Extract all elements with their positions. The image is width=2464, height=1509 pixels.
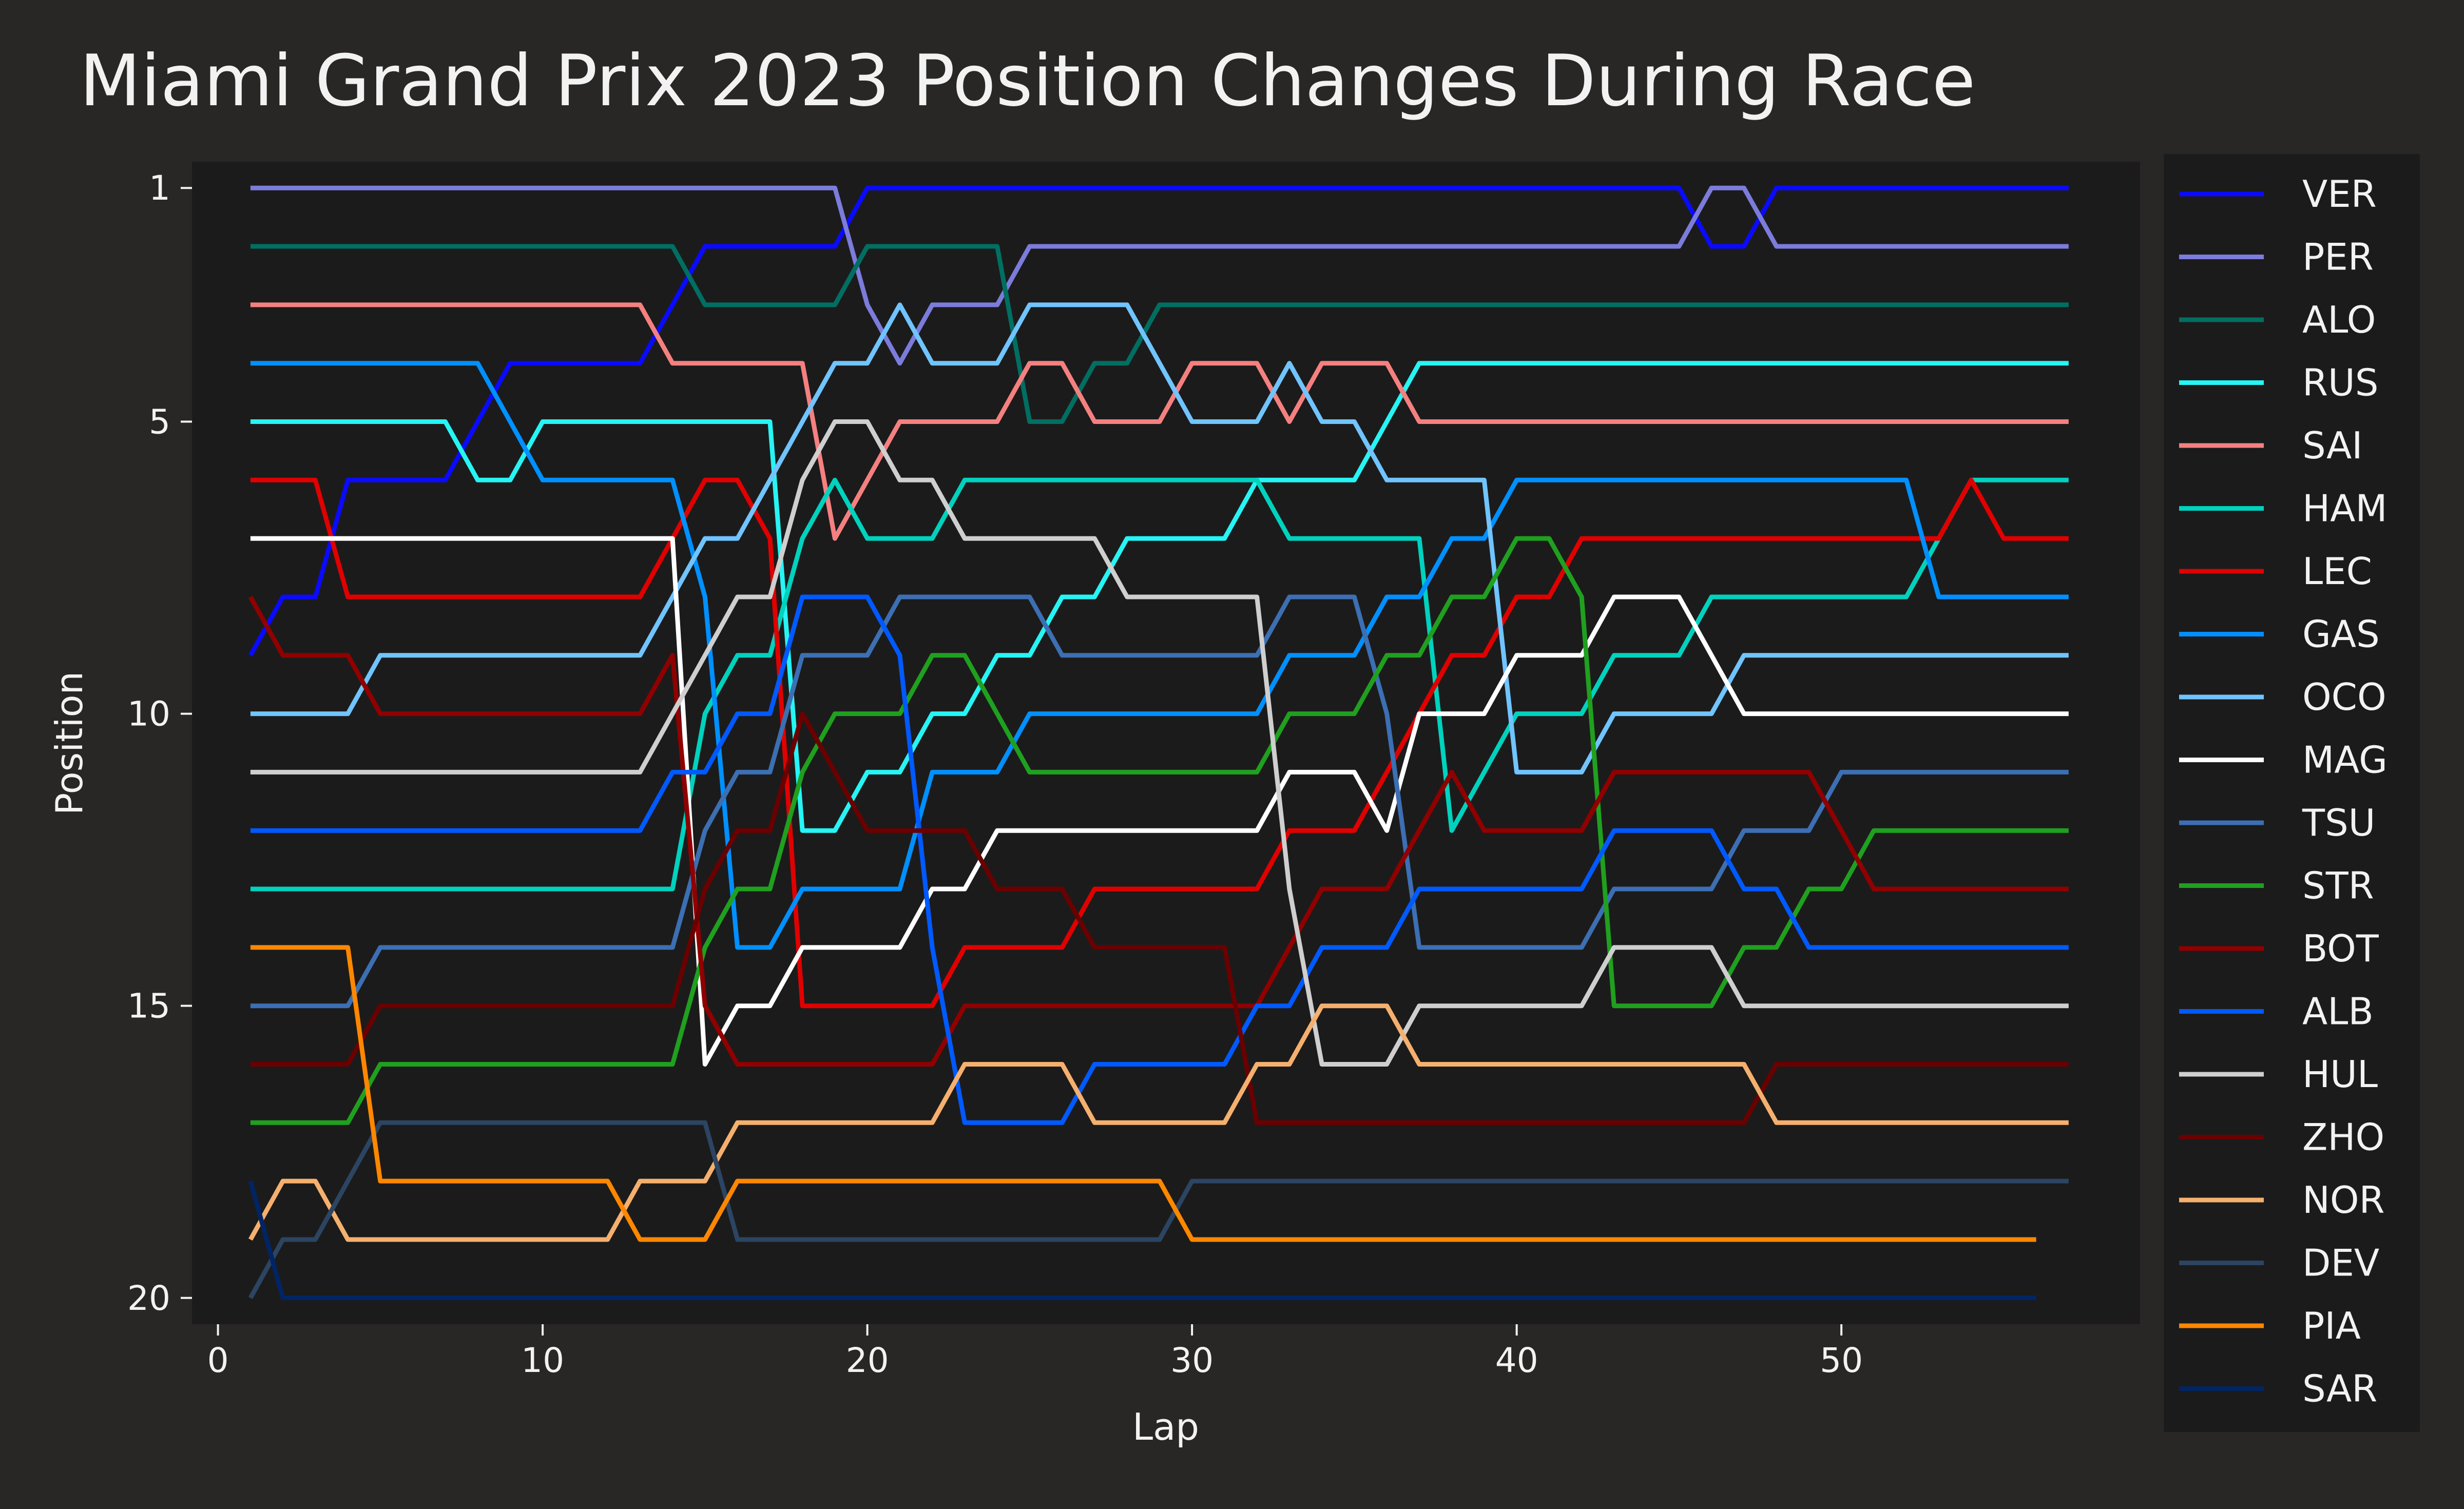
legend-label-str: STR bbox=[2302, 864, 2374, 907]
series-line-sar bbox=[248, 1180, 2036, 1301]
series-line-rus bbox=[250, 361, 2069, 833]
x-tick-label: 10 bbox=[521, 1341, 564, 1380]
series-line-hul bbox=[250, 419, 2069, 1067]
legend-label-rus: RUS bbox=[2302, 361, 2378, 404]
legend-label-zho: ZHO bbox=[2302, 1116, 2384, 1159]
legend-label-per: PER bbox=[2302, 236, 2374, 279]
series-line-tsu bbox=[250, 594, 2069, 1009]
series-line-zho bbox=[250, 711, 2069, 1125]
legend-label-alb: ALB bbox=[2302, 990, 2374, 1033]
legend: VER PER ALO RUS SAI HAM LEC GAS OCO MAG TSU STR BOT A… bbox=[2164, 154, 2420, 1432]
series-line-gas bbox=[250, 361, 2069, 950]
x-axis-label: Lap bbox=[1132, 1405, 1199, 1448]
y-tick-label: 15 bbox=[127, 986, 170, 1026]
plot-area bbox=[192, 162, 2140, 1324]
x-axis: 0 10 20 30 40 50 bbox=[207, 1324, 1863, 1380]
legend-label-oco: OCO bbox=[2302, 675, 2386, 719]
legend-label-sai: SAI bbox=[2302, 424, 2363, 467]
x-tick-label: 50 bbox=[1820, 1341, 1863, 1380]
legend-label-alo: ALO bbox=[2302, 298, 2376, 341]
legend-label-mag: MAG bbox=[2302, 739, 2388, 782]
y-tick-label: 10 bbox=[127, 694, 170, 734]
series-line-mag bbox=[250, 536, 2069, 1067]
series-layer bbox=[248, 185, 2069, 1301]
series-line-dev bbox=[248, 1120, 2069, 1299]
legend-label-ham: HAM bbox=[2302, 487, 2388, 530]
legend-box bbox=[2164, 154, 2420, 1432]
legend-label-nor: NOR bbox=[2302, 1178, 2385, 1222]
legend-label-ver: VER bbox=[2302, 172, 2377, 216]
legend-label-pia: PIA bbox=[2302, 1304, 2361, 1347]
y-axis-label: Position bbox=[48, 671, 91, 815]
y-tick-label: 20 bbox=[127, 1279, 170, 1318]
series-line-lec bbox=[250, 477, 2069, 1009]
series-line-bot bbox=[248, 595, 2069, 1067]
series-line-ham bbox=[250, 477, 2069, 892]
series-line-ver bbox=[248, 185, 2069, 656]
y-tick-label: 5 bbox=[149, 402, 170, 441]
legend-label-hul: HUL bbox=[2302, 1053, 2378, 1096]
series-line-pia bbox=[250, 945, 2036, 1242]
series-line-alb bbox=[250, 594, 2069, 1125]
series-line-alo bbox=[250, 244, 2069, 424]
series-line-sai bbox=[250, 302, 2069, 541]
legend-label-gas: GAS bbox=[2302, 613, 2380, 656]
legend-label-bot: BOT bbox=[2302, 927, 2379, 970]
x-tick-label: 20 bbox=[846, 1341, 889, 1380]
x-tick-label: 0 bbox=[207, 1341, 229, 1380]
series-line-nor bbox=[248, 1003, 2069, 1242]
legend-label-dev: DEV bbox=[2302, 1242, 2379, 1285]
series-line-per bbox=[250, 185, 2069, 366]
chart-title: Miami Grand Prix 2023 Position Changes D… bbox=[80, 40, 1975, 122]
legend-label-tsu: TSU bbox=[2302, 801, 2375, 844]
legend-label-sar: SAR bbox=[2302, 1367, 2377, 1410]
legend-label-lec: LEC bbox=[2302, 550, 2372, 593]
series-line-oco bbox=[250, 302, 2069, 775]
x-tick-label: 30 bbox=[1170, 1341, 1214, 1380]
x-tick-label: 40 bbox=[1495, 1341, 1538, 1380]
y-tick-label: 1 bbox=[149, 168, 170, 208]
series-line-str bbox=[250, 536, 2069, 1125]
